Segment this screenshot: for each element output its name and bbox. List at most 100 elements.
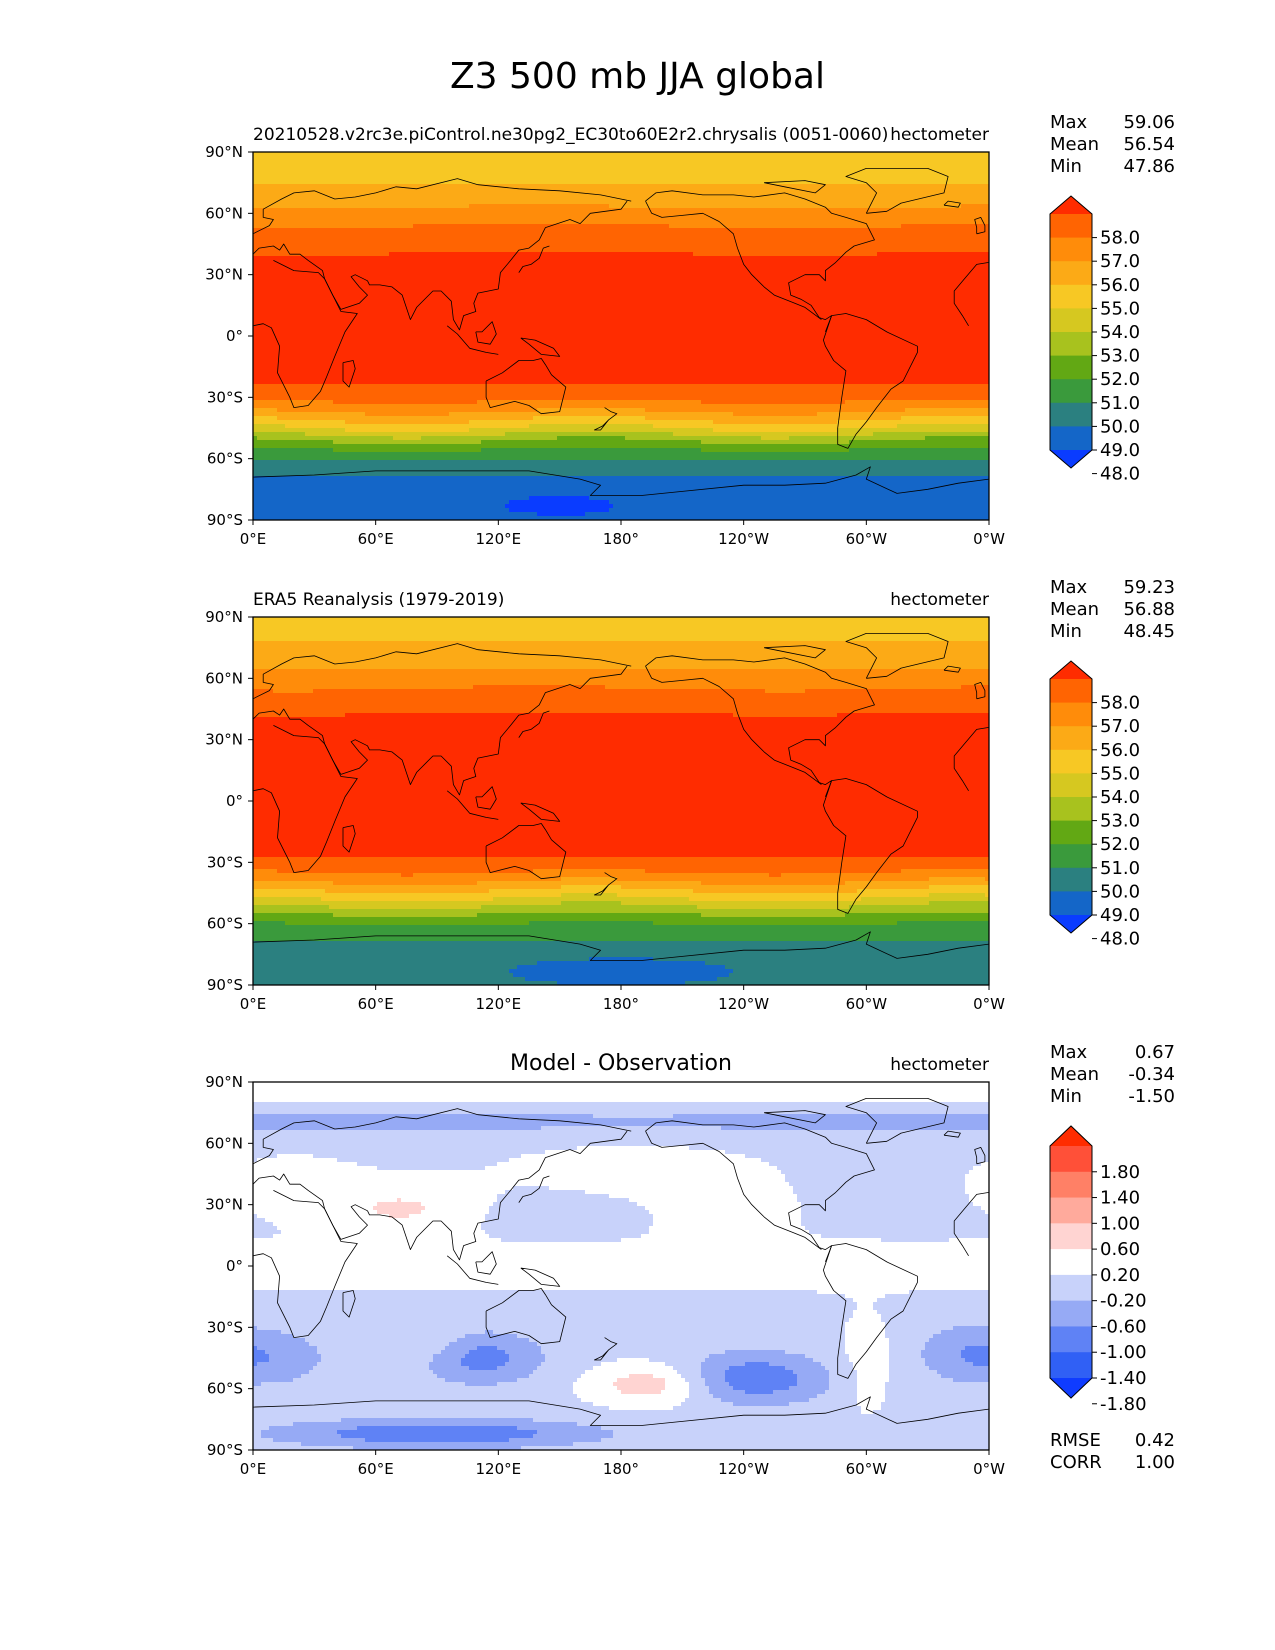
contour-cell	[705, 204, 710, 209]
contour-cell	[621, 252, 626, 257]
contour-cell	[265, 168, 270, 173]
contour-cell	[533, 200, 538, 205]
contour-cell	[605, 196, 610, 201]
contour-cell	[493, 252, 498, 257]
contour-cell	[713, 180, 718, 185]
contour-cell	[529, 228, 534, 233]
contour-cell	[765, 192, 770, 197]
contour-cell	[601, 256, 606, 261]
contour-cell	[753, 208, 758, 213]
contour-cell	[585, 240, 590, 245]
contour-cell	[377, 200, 382, 205]
contour-cell	[593, 200, 598, 205]
contour-cell	[917, 180, 922, 185]
contour-cell	[641, 216, 646, 221]
contour-cell	[773, 176, 778, 181]
contour-cell	[709, 196, 714, 201]
contour-cell	[525, 184, 530, 189]
contour-cell	[965, 152, 970, 157]
contour-cell	[333, 216, 338, 221]
contour-cell	[297, 172, 302, 177]
contour-cell	[469, 236, 474, 241]
contour-cell	[465, 228, 470, 233]
contour-cell	[885, 152, 890, 157]
contour-cell	[945, 172, 950, 177]
contour-cell	[461, 172, 466, 177]
contour-cell	[917, 240, 922, 245]
contour-cell	[505, 152, 510, 157]
contour-cell	[845, 188, 850, 193]
contour-cell	[701, 176, 706, 181]
contour-cell	[533, 204, 538, 209]
contour-cell	[337, 204, 342, 209]
contour-cell	[589, 168, 594, 173]
contour-cell	[945, 224, 950, 229]
contour-cell	[565, 200, 570, 205]
contour-cell	[861, 172, 866, 177]
contour-cell	[281, 256, 286, 261]
contour-cell	[509, 220, 514, 225]
contour-cell	[809, 208, 814, 213]
contour-cell	[961, 172, 966, 177]
contour-cell	[313, 168, 318, 173]
contour-cell	[445, 164, 450, 169]
contour-cell	[365, 228, 370, 233]
contour-cell	[913, 152, 918, 157]
contour-cell	[393, 240, 398, 245]
contour-cell	[461, 192, 466, 197]
contour-cell	[313, 236, 318, 241]
contour-cell	[721, 200, 726, 205]
contour-cell	[305, 236, 310, 241]
contour-cell	[261, 184, 266, 189]
contour-cell	[393, 156, 398, 161]
contour-cell	[601, 188, 606, 193]
contour-cell	[953, 152, 958, 157]
contour-cell	[613, 248, 618, 253]
contour-cell	[461, 232, 466, 237]
contour-cell	[345, 228, 350, 233]
contour-cell	[401, 248, 406, 253]
contour-cell	[405, 228, 410, 233]
contour-cell	[369, 204, 374, 209]
contour-cell	[529, 240, 534, 245]
contour-cell	[933, 248, 938, 253]
contour-cell	[321, 172, 326, 177]
contour-cell	[457, 244, 462, 249]
contour-cell	[709, 192, 714, 197]
contour-cell	[769, 212, 774, 217]
contour-cell	[321, 164, 326, 169]
contour-cell	[309, 216, 314, 221]
contour-cell	[369, 200, 374, 205]
contour-cell	[297, 180, 302, 185]
contour-cell	[513, 236, 518, 241]
contour-cell	[589, 244, 594, 249]
contour-cell	[281, 260, 286, 265]
contour-cell	[525, 152, 530, 157]
contour-cell	[417, 168, 422, 173]
contour-cell	[513, 172, 518, 177]
contour-cell	[557, 256, 562, 261]
contour-cell	[613, 200, 618, 205]
contour-cell	[653, 236, 658, 241]
contour-cell	[817, 204, 822, 209]
contour-cell	[597, 200, 602, 205]
contour-cell	[593, 228, 598, 233]
contour-cell	[957, 252, 962, 257]
contour-cell	[413, 168, 418, 173]
contour-cell	[813, 184, 818, 189]
contour-cell	[869, 172, 874, 177]
contour-cell	[717, 152, 722, 157]
contour-cell	[689, 156, 694, 161]
contour-cell	[837, 236, 842, 241]
contour-cell	[777, 156, 782, 161]
contour-cell	[465, 184, 470, 189]
contour-cell	[529, 204, 534, 209]
contour-cell	[421, 180, 426, 185]
contour-cell	[457, 196, 462, 201]
contour-cell	[665, 252, 670, 257]
contour-cell	[985, 244, 989, 249]
contour-cell	[729, 216, 734, 221]
contour-cell	[569, 160, 574, 165]
contour-cell	[861, 236, 866, 241]
contour-cell	[833, 172, 838, 177]
